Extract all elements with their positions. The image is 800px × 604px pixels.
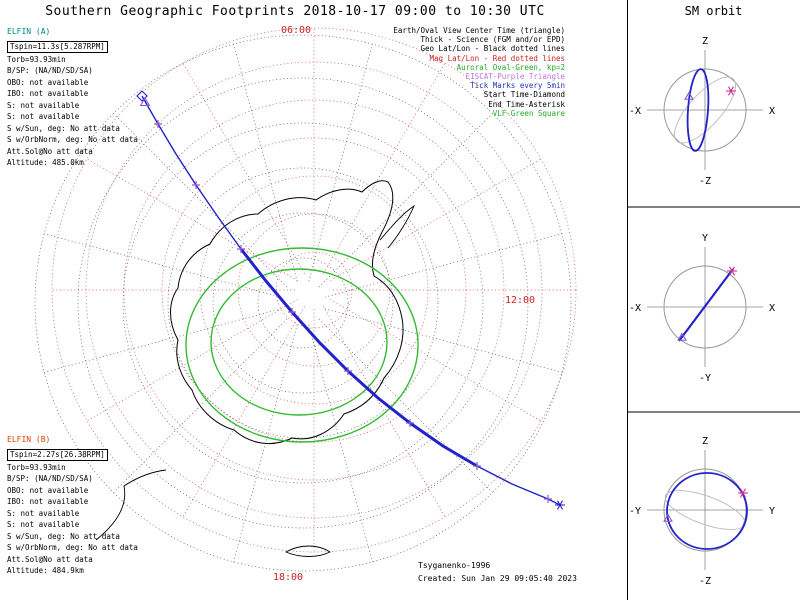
elfin-b-info-line: Att.Sol@No att data	[7, 554, 93, 564]
elfin-a-info-line: Altitude: 485.0km	[7, 158, 84, 167]
svg-text:-Y: -Y	[629, 506, 641, 517]
elfin-a-info-line: Att.Sol@No att data	[7, 146, 93, 156]
elfin-a-info-line: B/SP: (NA/ND/SD/SA)	[7, 66, 93, 75]
elfin-a-info-line: S: not available	[7, 100, 80, 110]
elfin-a-info-line: S: not available	[7, 112, 80, 121]
svg-text:X: X	[769, 303, 775, 314]
sm-orbit-title: SM orbit	[684, 4, 743, 18]
elfin-b-info-line: S w/OrbNorm, deg: No att data	[7, 543, 138, 552]
elfin-b-info-line: Altitude: 484.9km	[7, 566, 84, 575]
legend-item: Tick Marks every 5min	[470, 81, 565, 91]
page-title: Southern Geographic Footprints 2018-10-1…	[45, 4, 545, 19]
legend-item: Start Time-Diamond	[483, 90, 565, 100]
mag-grid	[51, 27, 577, 553]
svg-text:18:00: 18:00	[273, 572, 303, 583]
svg-text:06:00: 06:00	[281, 25, 311, 36]
elfin-a-lines: Tspin=11.3s[5.287RPM] Torb=93.93min B/SP: …	[7, 40, 138, 169]
model-label: Tsyganenko-1996	[418, 561, 491, 570]
sm-orbit-panel-area: Z -Z X -X Y -Y X -X Z -Z Y -Y	[627, 0, 800, 600]
orbit-panels-svg: Z -Z X -X Y -Y X -X Z -Z Y -Y	[628, 36, 800, 587]
orbit-panel-xy: Y -Y X -X	[629, 233, 775, 384]
elfin-a-block: ELFIN (A) Tspin=11.3s[5.287RPM] Torb=93.9…	[7, 26, 138, 169]
elfin-b-lines: Tspin=2.27s[26.38RPM] Torb=93.93min B/SP: …	[7, 448, 138, 577]
elfin-a-info-line: OBO: not available	[7, 77, 89, 87]
legend-item: Earth/Oval View Center Time (triangle)	[393, 26, 565, 35]
svg-text:-Z: -Z	[699, 176, 711, 187]
main-plot-svg: 06:00 12:00 18:00	[34, 25, 577, 583]
elfin-b-block: ELFIN (B) Tspin=2.27s[26.38RPM] Torb=93.9…	[7, 434, 138, 577]
created-label: Created: Sun Jan 29 09:05:40 2023	[418, 574, 577, 583]
elfin-a-info-line: IBO: not available	[7, 89, 89, 98]
elfin-b-info-line: S w/Sun, deg: No att data	[7, 531, 120, 541]
elfin-b-title: ELFIN (B)	[7, 435, 51, 444]
legend-item: VLF-Green Square	[492, 108, 565, 118]
satellite-track	[141, 95, 561, 506]
continent-outline	[95, 180, 416, 557]
track-markers	[136, 90, 565, 510]
svg-text:Z: Z	[702, 36, 708, 47]
elfin-a-info-line: S w/OrbNorm, deg: No att data	[7, 135, 138, 144]
svg-text:Z: Z	[702, 436, 708, 447]
legend-item: EISCAT-Purple Triangle	[465, 72, 565, 82]
auroral-oval	[185, 247, 419, 443]
elfin-b-info-line: S: not available	[7, 508, 80, 518]
svg-text:-X: -X	[629, 303, 641, 314]
elfin-a-title: ELFIN (A)	[7, 27, 51, 36]
elfin-b-info-line: Tspin=2.27s[26.38RPM]	[7, 448, 108, 461]
svg-text:12:00: 12:00	[505, 295, 535, 306]
elfin-b-info-line: S: not available	[7, 520, 80, 529]
legend: Earth/Oval View Center Time (triangle) Th…	[350, 26, 565, 118]
legend-item: Mag Lat/Lon - Red dotted lines	[429, 53, 565, 63]
elfin-b-info-line: Torb=93.93min	[7, 462, 66, 472]
legend-item: Geo Lat/Lon - Black dotted lines	[420, 44, 566, 54]
svg-text:-Y: -Y	[699, 373, 711, 384]
orbit-panel-xz: Z -Z X -X	[629, 36, 775, 187]
elfin-a-info-line: Tspin=11.3s[5.287RPM]	[7, 40, 108, 53]
svg-text:X: X	[769, 106, 775, 117]
elfin-b-info-line: IBO: not available	[7, 497, 89, 506]
elfin-b-info-line: OBO: not available	[7, 485, 89, 495]
elfin-a-info-line: S w/Sun, deg: No att data	[7, 123, 120, 133]
svg-text:Y: Y	[702, 233, 708, 244]
orbit-panel-yz: Z -Z Y -Y	[629, 436, 775, 587]
mlt-labels: 06:00 12:00 18:00	[273, 25, 535, 583]
elfin-b-info-line: B/SP: (NA/ND/SD/SA)	[7, 474, 93, 483]
svg-text:Y: Y	[769, 506, 775, 517]
svg-text:-X: -X	[629, 106, 641, 117]
legend-item: Auroral Oval-Green, kp=2	[456, 62, 565, 72]
legend-item: Thick - Science (FGM and/or EPD)	[420, 35, 566, 45]
svg-text:-Z: -Z	[699, 576, 711, 587]
panel-dividers	[628, 206, 800, 413]
elfin-a-info-line: Torb=93.93min	[7, 54, 66, 64]
legend-item: End Time-Asterisk	[488, 99, 565, 109]
